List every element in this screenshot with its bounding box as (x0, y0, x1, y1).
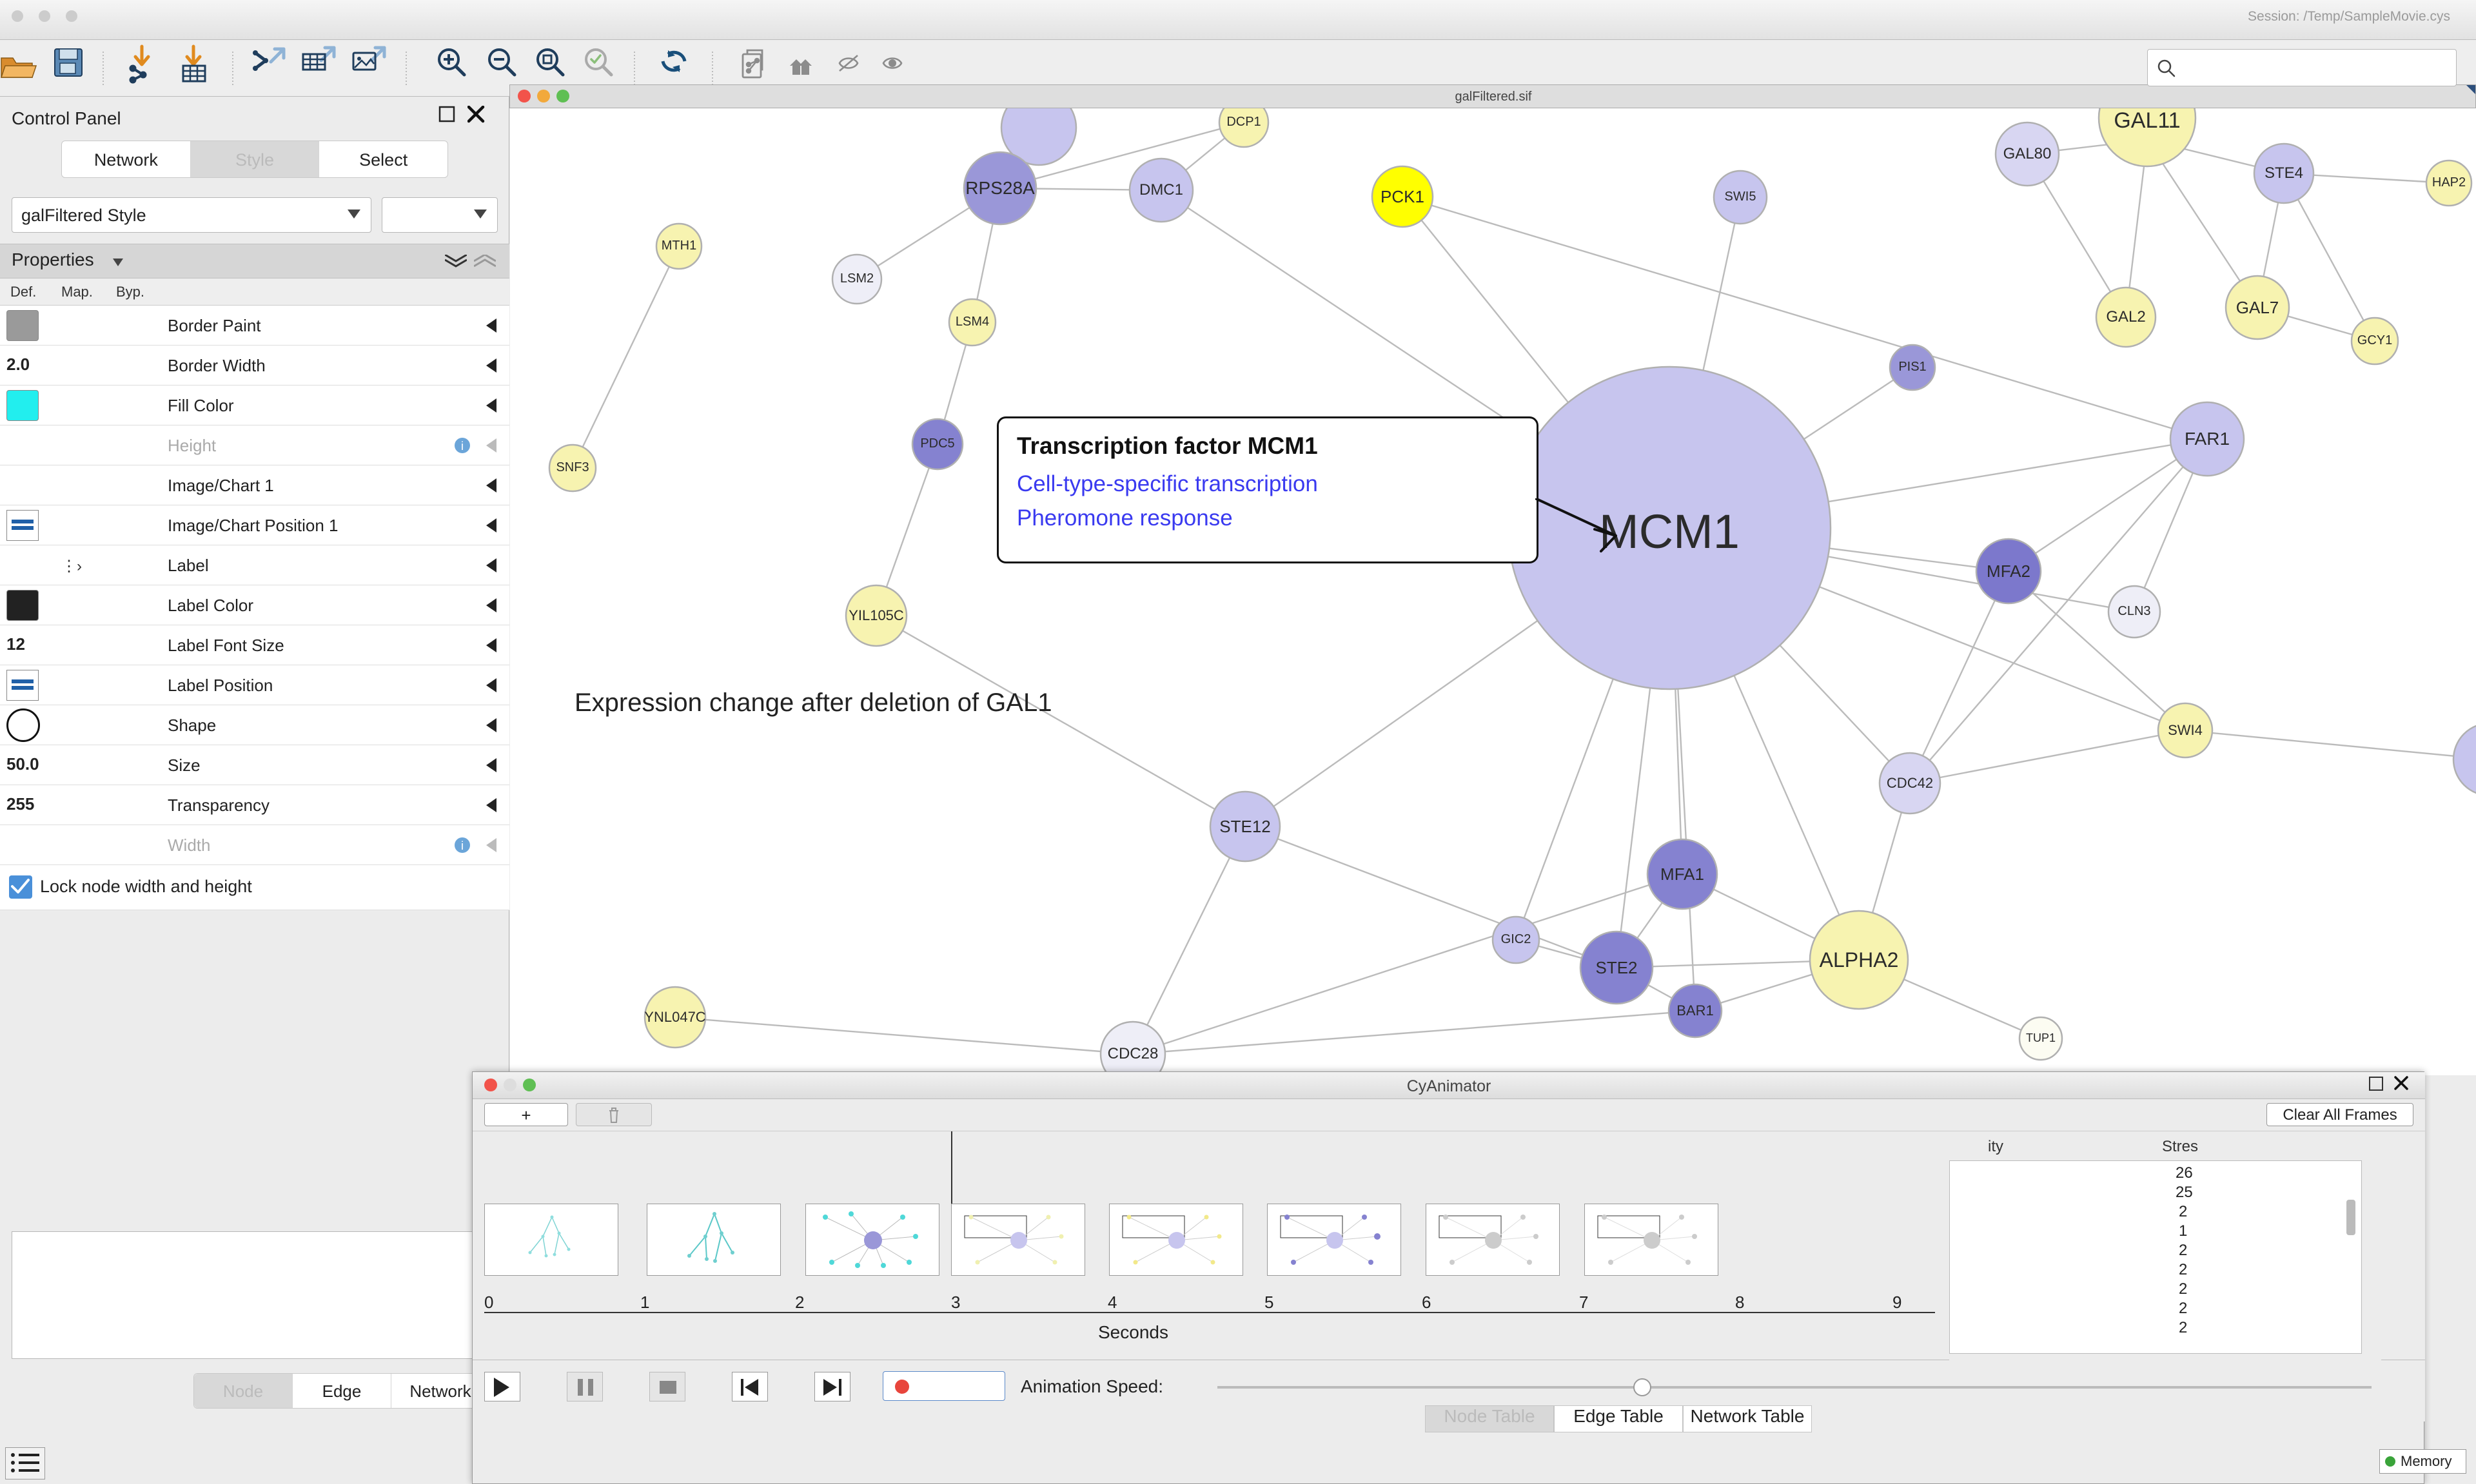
svg-text:i: i (461, 839, 464, 852)
svg-text:i: i (461, 440, 464, 453)
